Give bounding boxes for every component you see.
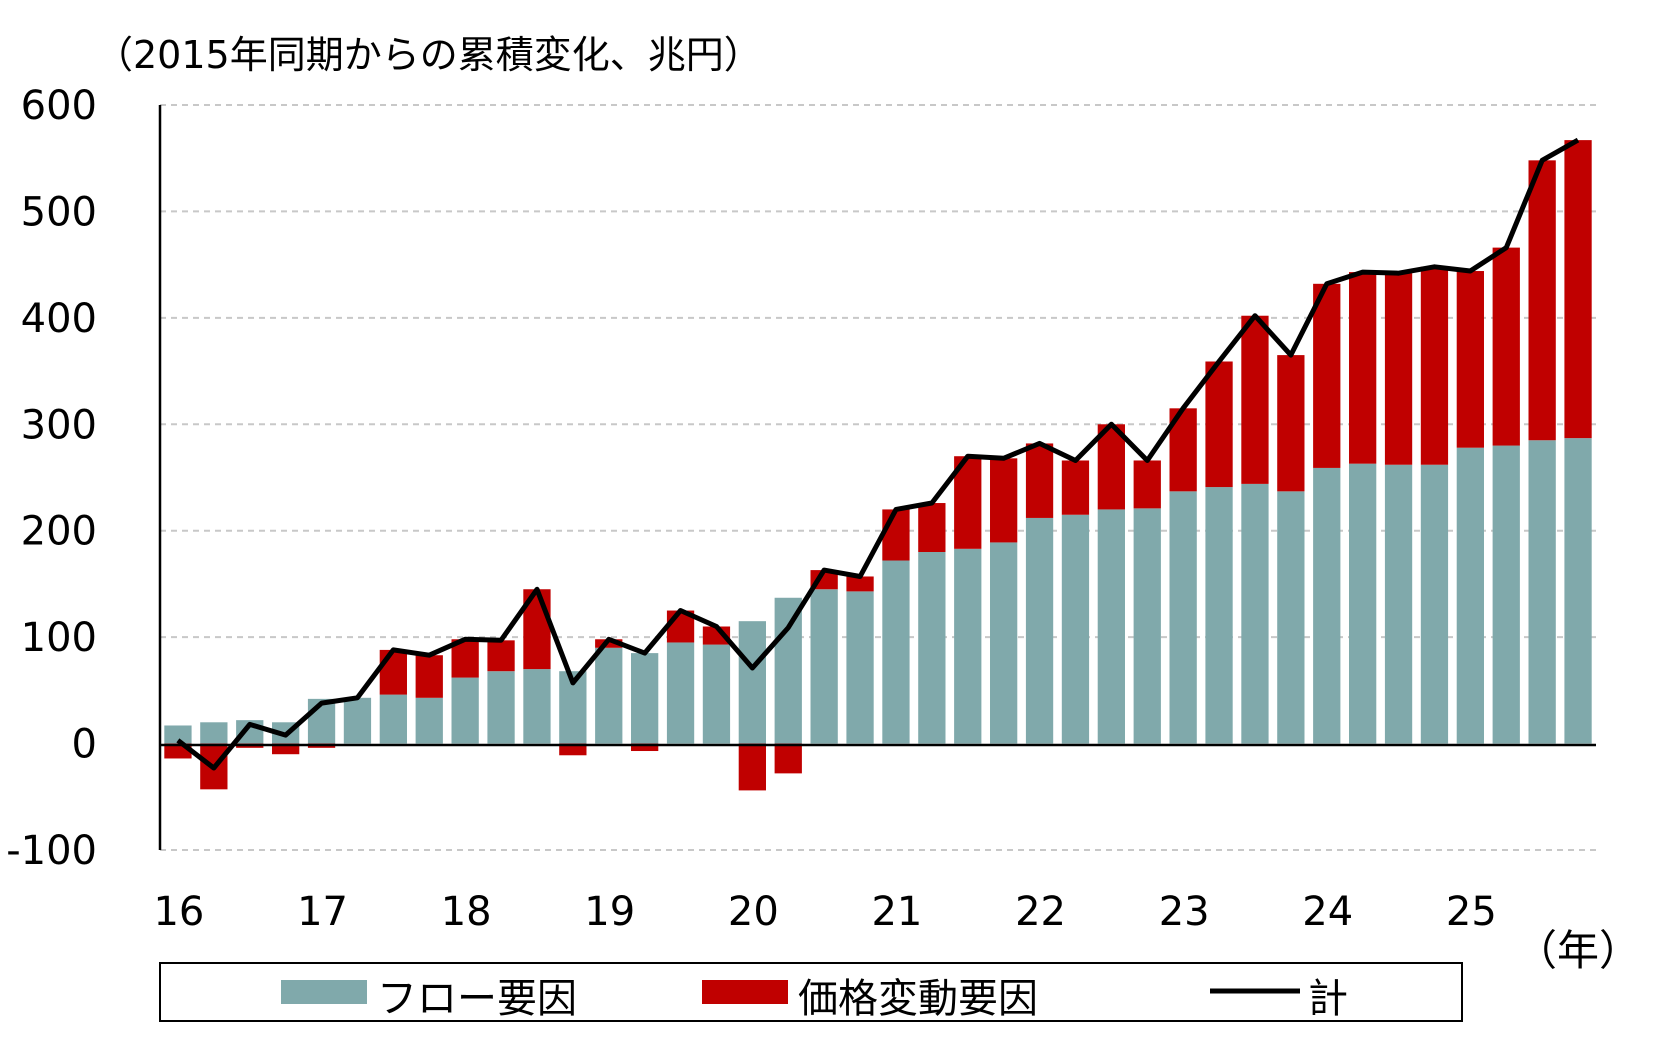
y-tick-label: 500 (21, 189, 97, 235)
x-tick-label: 21 (871, 889, 922, 935)
bar-flow (1349, 463, 1377, 744)
y-tick-label: 0 (72, 722, 97, 768)
bar-flow (631, 653, 659, 744)
legend-label-price: 価格変動要因 (798, 976, 1038, 1022)
bar-flow (882, 560, 910, 744)
bar-flow (1205, 487, 1233, 744)
y-tick-labels: 600 500 400 300 200 100 0 -100 (6, 83, 97, 874)
bar-flow (451, 677, 479, 744)
bar-price (487, 640, 515, 672)
bar-price (1133, 460, 1161, 509)
bar-price (882, 509, 910, 561)
bar-price (272, 743, 300, 755)
bar-flow (1384, 464, 1413, 744)
bar-flow (1456, 447, 1484, 744)
x-tick-label: 22 (1015, 889, 1066, 935)
bar-flow (415, 697, 443, 744)
legend-label-flow: フロー要因 (377, 976, 577, 1022)
bar-price (990, 458, 1018, 543)
bar-flow (1133, 508, 1161, 744)
bar-price (1420, 266, 1449, 465)
bar-price (738, 743, 766, 791)
bar-price (1384, 273, 1413, 465)
y-tick-label: 100 (21, 615, 97, 661)
bar-flow (846, 591, 874, 744)
bar-flow (1169, 491, 1197, 744)
bar-flow (200, 722, 228, 744)
bar-flow (379, 694, 407, 744)
bar-flow (702, 644, 731, 744)
y-tick-label: 200 (21, 509, 97, 555)
y-tick-label: -100 (6, 828, 97, 874)
axes (158, 105, 1596, 850)
bar-flow (343, 697, 372, 744)
bar-flow (1420, 464, 1449, 744)
bar-flow (918, 552, 946, 744)
x-tick-label: 24 (1302, 889, 1353, 935)
total-line-series (176, 137, 1580, 771)
bar-price (1313, 283, 1341, 468)
bar-flow (1061, 514, 1090, 744)
bar-price (1456, 271, 1484, 448)
x-tick-label: 17 (297, 889, 348, 935)
bar-flow (666, 642, 695, 744)
bar-flow (738, 621, 766, 744)
bar-flow (954, 548, 982, 744)
x-tick-label: 18 (441, 889, 492, 935)
bar-price (1097, 424, 1125, 510)
bar-flow (523, 669, 551, 744)
bar-price (774, 743, 802, 774)
bar-flow (1025, 517, 1054, 744)
bar-flow (990, 542, 1018, 744)
bar-price (1025, 443, 1054, 518)
bar-price (415, 655, 443, 698)
bar-flow (164, 725, 192, 744)
x-tick-label: 19 (584, 889, 635, 935)
bars (164, 140, 1592, 791)
x-tick-label: 16 (153, 889, 204, 935)
bar-price (595, 639, 623, 648)
bar-price (1061, 460, 1090, 515)
bar-price (559, 743, 587, 756)
x-tick-label: 25 (1446, 889, 1497, 935)
bar-price (918, 503, 946, 552)
bar-price (1528, 160, 1556, 441)
bar-price (631, 743, 659, 752)
bar-flow (1492, 445, 1520, 744)
legend-swatch-price (702, 980, 788, 1004)
y-tick-label: 300 (21, 402, 97, 448)
x-tick-label: 23 (1159, 889, 1210, 935)
bar-flow (1528, 440, 1556, 744)
bar-price (1564, 140, 1592, 439)
bar-price (1205, 361, 1233, 488)
legend: フロー要因 価格変動要因 計 (159, 962, 1463, 1022)
bar-price (1349, 272, 1377, 464)
bar-flow (487, 671, 515, 744)
bar-flow (1564, 438, 1592, 744)
legend-label-total: 計 (1308, 976, 1348, 1022)
legend-swatch-flow (281, 980, 367, 1004)
x-tick-label: 20 (728, 889, 779, 935)
bar-flow (810, 589, 838, 744)
x-tick-labels: 16 17 18 19 20 21 22 23 24 25 (153, 889, 1496, 935)
y-tick-label: 600 (21, 83, 97, 129)
bar-flow (595, 647, 623, 744)
chart-title: （2015年同期からの累積変化、兆円） (95, 33, 762, 77)
bar-price (1277, 355, 1305, 492)
y-tick-label: 400 (21, 296, 97, 342)
gridlines (160, 104, 1596, 851)
bar-flow (1277, 491, 1305, 744)
bar-price (846, 576, 874, 592)
bar-flow (1313, 467, 1341, 744)
bar-price (1241, 315, 1269, 484)
line-total (176, 137, 1580, 771)
bar-flow (774, 597, 802, 744)
bar-flow (1241, 483, 1269, 744)
x-axis-unit-label: （年） (1515, 926, 1641, 975)
bar-price (379, 649, 407, 695)
bar-price (1492, 247, 1520, 446)
bar-flow (1097, 509, 1125, 744)
